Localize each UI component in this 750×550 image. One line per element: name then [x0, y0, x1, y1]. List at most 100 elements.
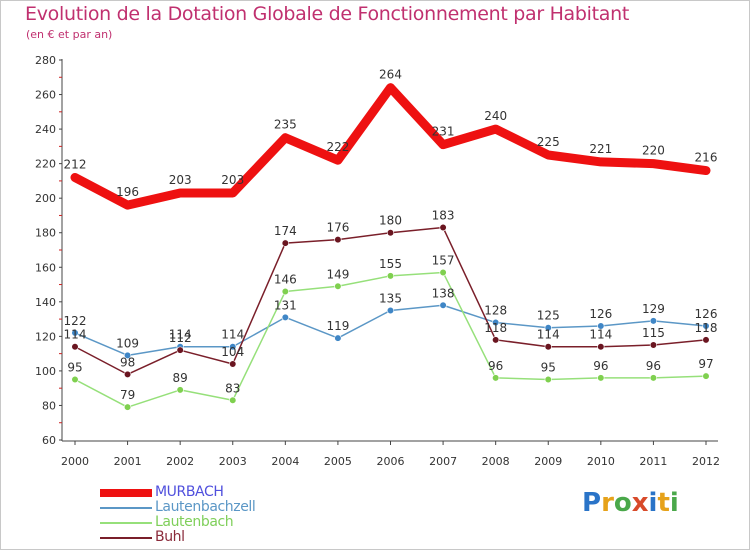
data-label: 203 [221, 173, 244, 187]
data-point [492, 336, 500, 344]
legend-swatch [100, 522, 152, 524]
data-point [334, 236, 342, 244]
data-label: 125 [537, 309, 560, 323]
data-label: 235 [274, 118, 297, 132]
data-label: 114 [589, 328, 612, 342]
data-label: 119 [326, 319, 349, 333]
data-label: 176 [326, 221, 349, 235]
data-point [439, 268, 447, 277]
data-label: 183 [432, 209, 455, 223]
x-tick-label: 2003 [219, 455, 247, 468]
data-label: 135 [379, 291, 402, 305]
data-label: 174 [274, 224, 297, 238]
data-point [386, 306, 395, 315]
data-label: 225 [537, 135, 560, 149]
legend-label: Lautenbach [155, 514, 234, 530]
data-label: 83 [225, 381, 240, 395]
data-label: 212 [64, 157, 87, 171]
data-point [439, 301, 447, 309]
data-label: 131 [274, 298, 297, 312]
data-point [544, 324, 552, 332]
data-label: 96 [646, 359, 661, 373]
data-label: 216 [695, 151, 718, 165]
data-label: 95 [541, 361, 556, 375]
data-point [649, 341, 658, 349]
legend-swatch [100, 537, 152, 539]
data-point [123, 403, 132, 411]
data-label: 118 [484, 321, 507, 335]
data-point [386, 229, 395, 237]
data-point [386, 272, 395, 280]
axis-layer: 60 80 100 120 140 160 180 200 220 240 260 280 2000 20… [35, 54, 720, 468]
data-label: 115 [642, 326, 665, 340]
data-label: 79 [120, 388, 135, 402]
data-point [439, 223, 447, 232]
data-point [544, 343, 552, 351]
y-tick-label: 160 [35, 261, 56, 274]
data-point [702, 322, 710, 330]
x-tick-label: 2005 [324, 455, 352, 468]
data-label: 203 [169, 173, 192, 187]
data-label: 180 [379, 214, 402, 228]
x-tick-label: 2008 [482, 455, 510, 468]
data-label: 98 [120, 355, 135, 369]
x-tick-label: 2001 [114, 455, 142, 468]
data-point [597, 374, 605, 382]
data-label: 96 [593, 359, 608, 373]
data-point [649, 374, 658, 382]
data-point [281, 239, 289, 247]
data-point [123, 351, 132, 359]
x-tick-label: 2012 [692, 455, 720, 468]
x-tick-label: 2006 [377, 455, 405, 468]
data-point [71, 375, 79, 384]
data-point [229, 343, 237, 351]
chart-title: Evolution de la Dotation Globale de Fonc… [25, 3, 630, 25]
data-label: 220 [642, 144, 665, 158]
data-point [281, 313, 289, 321]
data-label: 196 [116, 185, 139, 199]
data-label: 126 [695, 307, 718, 321]
data-label: 112 [169, 331, 192, 345]
data-label: 126 [589, 307, 612, 321]
x-tick-label: 2009 [534, 455, 562, 468]
data-label: 129 [642, 302, 665, 316]
data-point [281, 287, 289, 296]
data-label: 138 [432, 286, 455, 300]
data-label: 264 [379, 68, 402, 82]
data-labels: 122 109 114 114 131 119 135 138 128 125 126 129 126 9… [64, 68, 718, 403]
y-tick-label: 280 [35, 54, 56, 67]
data-point [649, 317, 658, 325]
x-tick-label: 2010 [587, 455, 615, 468]
data-point [492, 374, 500, 382]
data-label: 128 [484, 304, 507, 318]
data-label: 231 [432, 125, 455, 139]
data-label: 114 [169, 328, 192, 342]
data-point [176, 386, 184, 394]
legend-swatch [100, 507, 152, 509]
data-label: 221 [589, 142, 612, 156]
data-point [176, 346, 184, 354]
data-point [123, 370, 132, 378]
chart-subtitle: (en € et par an) [26, 28, 113, 41]
data-point [229, 396, 237, 404]
y-tick-label: 220 [35, 158, 56, 171]
proxiti-logo: Proxiti [582, 488, 679, 518]
series-line-murbach [70, 83, 711, 210]
data-label: 95 [67, 361, 82, 375]
data-point [597, 343, 605, 351]
legend-swatch [100, 489, 152, 497]
data-label: 89 [173, 371, 188, 385]
data-point [597, 322, 605, 330]
data-label: 118 [695, 321, 718, 335]
x-tick-label: 2002 [166, 455, 194, 468]
data-label: 114 [221, 328, 244, 342]
data-point [702, 336, 710, 344]
data-point [334, 334, 342, 342]
data-point [492, 318, 500, 327]
data-label: 114 [64, 328, 87, 342]
y-tick-label: 260 [35, 89, 56, 102]
data-label: 114 [537, 328, 560, 342]
y-tick-label: 100 [35, 365, 56, 378]
